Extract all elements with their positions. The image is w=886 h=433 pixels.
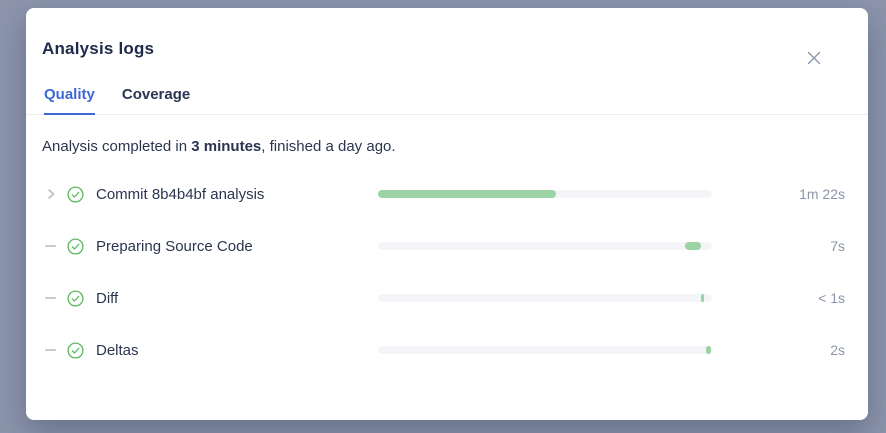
close-icon xyxy=(806,50,822,66)
check-circle-icon xyxy=(67,237,84,255)
row-label: Diff xyxy=(96,289,119,307)
row-duration: < 1s xyxy=(818,290,845,306)
summary-duration: 3 minutes xyxy=(191,138,262,155)
analysis-logs-modal: Analysis logs Quality Coverage Analysis … xyxy=(26,8,868,420)
row-label: Deltas xyxy=(96,341,139,359)
row-duration: 1m 22s xyxy=(799,186,845,202)
close-button[interactable] xyxy=(802,46,826,70)
tab-bar: Quality Coverage xyxy=(26,86,868,115)
progress-track xyxy=(378,294,712,302)
check-circle-icon xyxy=(67,341,84,359)
progress-fill xyxy=(378,190,557,198)
row-duration: 2s xyxy=(830,342,845,358)
tab-coverage[interactable]: Coverage xyxy=(122,86,190,115)
dash-icon xyxy=(45,245,56,247)
progress-fill xyxy=(705,346,712,354)
row-label: Preparing Source Code xyxy=(96,237,253,255)
summary-text-before: Analysis completed in xyxy=(42,138,192,155)
check-circle-icon xyxy=(67,185,84,203)
modal-title: Analysis logs xyxy=(42,39,155,58)
summary-text-after: , finished a day ago. xyxy=(261,138,396,155)
progress-fill xyxy=(701,294,704,302)
analysis-step-row[interactable]: Deltas 2s xyxy=(26,324,868,376)
progress-track xyxy=(378,190,712,198)
analysis-summary: Analysis completed in 3 minutes, finishe… xyxy=(42,138,845,155)
analysis-step-row[interactable]: Diff < 1s xyxy=(26,272,868,324)
check-circle-icon xyxy=(67,289,84,307)
analysis-rows: Commit 8b4b4bf analysis 1m 22s Preparing… xyxy=(26,168,868,376)
tab-quality[interactable]: Quality xyxy=(44,86,95,115)
dash-icon xyxy=(45,349,56,351)
progress-track xyxy=(378,346,712,354)
modal-header: Analysis logs xyxy=(26,8,868,65)
analysis-step-row[interactable]: Commit 8b4b4bf analysis 1m 22s xyxy=(26,168,868,220)
progress-track xyxy=(378,242,712,250)
dash-icon xyxy=(45,297,56,299)
chevron-right-icon[interactable] xyxy=(45,188,57,200)
analysis-step-row[interactable]: Preparing Source Code 7s xyxy=(26,220,868,272)
row-label: Commit 8b4b4bf analysis xyxy=(96,185,265,203)
progress-fill xyxy=(684,242,701,250)
row-duration: 7s xyxy=(830,238,845,254)
